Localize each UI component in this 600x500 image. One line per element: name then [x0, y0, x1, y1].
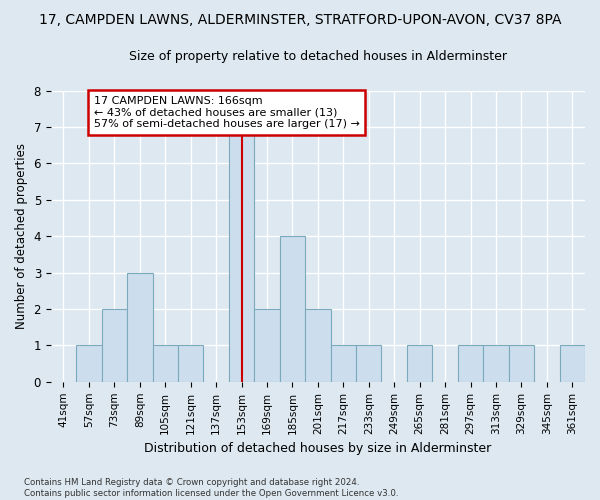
- Text: 17 CAMPDEN LAWNS: 166sqm
← 43% of detached houses are smaller (13)
57% of semi-d: 17 CAMPDEN LAWNS: 166sqm ← 43% of detach…: [94, 96, 360, 129]
- X-axis label: Distribution of detached houses by size in Alderminster: Distribution of detached houses by size …: [144, 442, 491, 455]
- Bar: [560, 346, 585, 382]
- Bar: [229, 127, 254, 382]
- Bar: [356, 346, 382, 382]
- Text: Contains HM Land Registry data © Crown copyright and database right 2024.
Contai: Contains HM Land Registry data © Crown c…: [24, 478, 398, 498]
- Bar: [178, 346, 203, 382]
- Bar: [305, 309, 331, 382]
- Bar: [254, 309, 280, 382]
- Bar: [127, 272, 152, 382]
- Bar: [483, 346, 509, 382]
- Bar: [509, 346, 534, 382]
- Bar: [407, 346, 433, 382]
- Bar: [458, 346, 483, 382]
- Bar: [280, 236, 305, 382]
- Bar: [76, 346, 101, 382]
- Bar: [101, 309, 127, 382]
- Y-axis label: Number of detached properties: Number of detached properties: [15, 143, 28, 329]
- Bar: [152, 346, 178, 382]
- Bar: [331, 346, 356, 382]
- Title: Size of property relative to detached houses in Alderminster: Size of property relative to detached ho…: [129, 50, 507, 63]
- Text: 17, CAMPDEN LAWNS, ALDERMINSTER, STRATFORD-UPON-AVON, CV37 8PA: 17, CAMPDEN LAWNS, ALDERMINSTER, STRATFO…: [39, 12, 561, 26]
